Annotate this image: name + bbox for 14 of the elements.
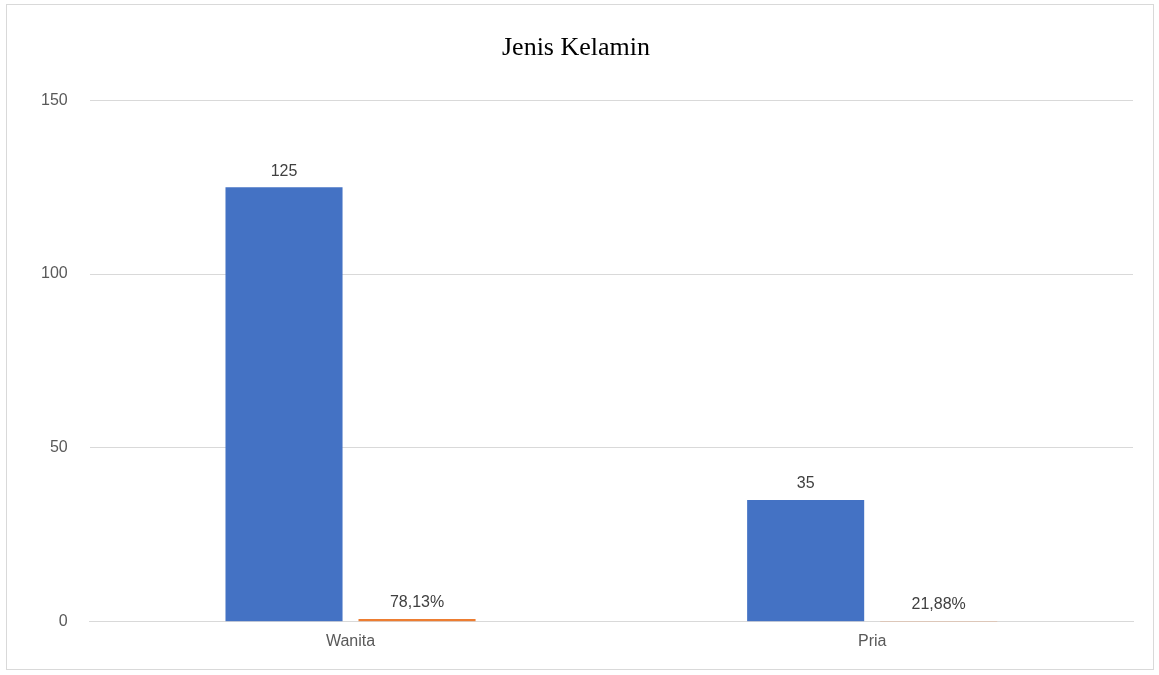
x-tick-label: Pria	[857, 631, 887, 649]
bar	[225, 187, 343, 622]
bar	[747, 500, 865, 622]
data-label: 78,13%	[389, 593, 445, 611]
x-tick-label: Wanita	[325, 631, 376, 649]
y-tick-label: 100	[40, 264, 68, 282]
data-label: 35	[796, 474, 815, 492]
chart-title: Jenis Kelamin	[501, 32, 651, 62]
data-label: 21,88%	[911, 595, 966, 613]
data-label: 125	[270, 161, 298, 179]
bar	[358, 619, 476, 622]
y-tick-label: 150	[40, 90, 68, 108]
y-tick-label: 0	[58, 612, 68, 630]
y-tick-label: 50	[49, 438, 68, 456]
